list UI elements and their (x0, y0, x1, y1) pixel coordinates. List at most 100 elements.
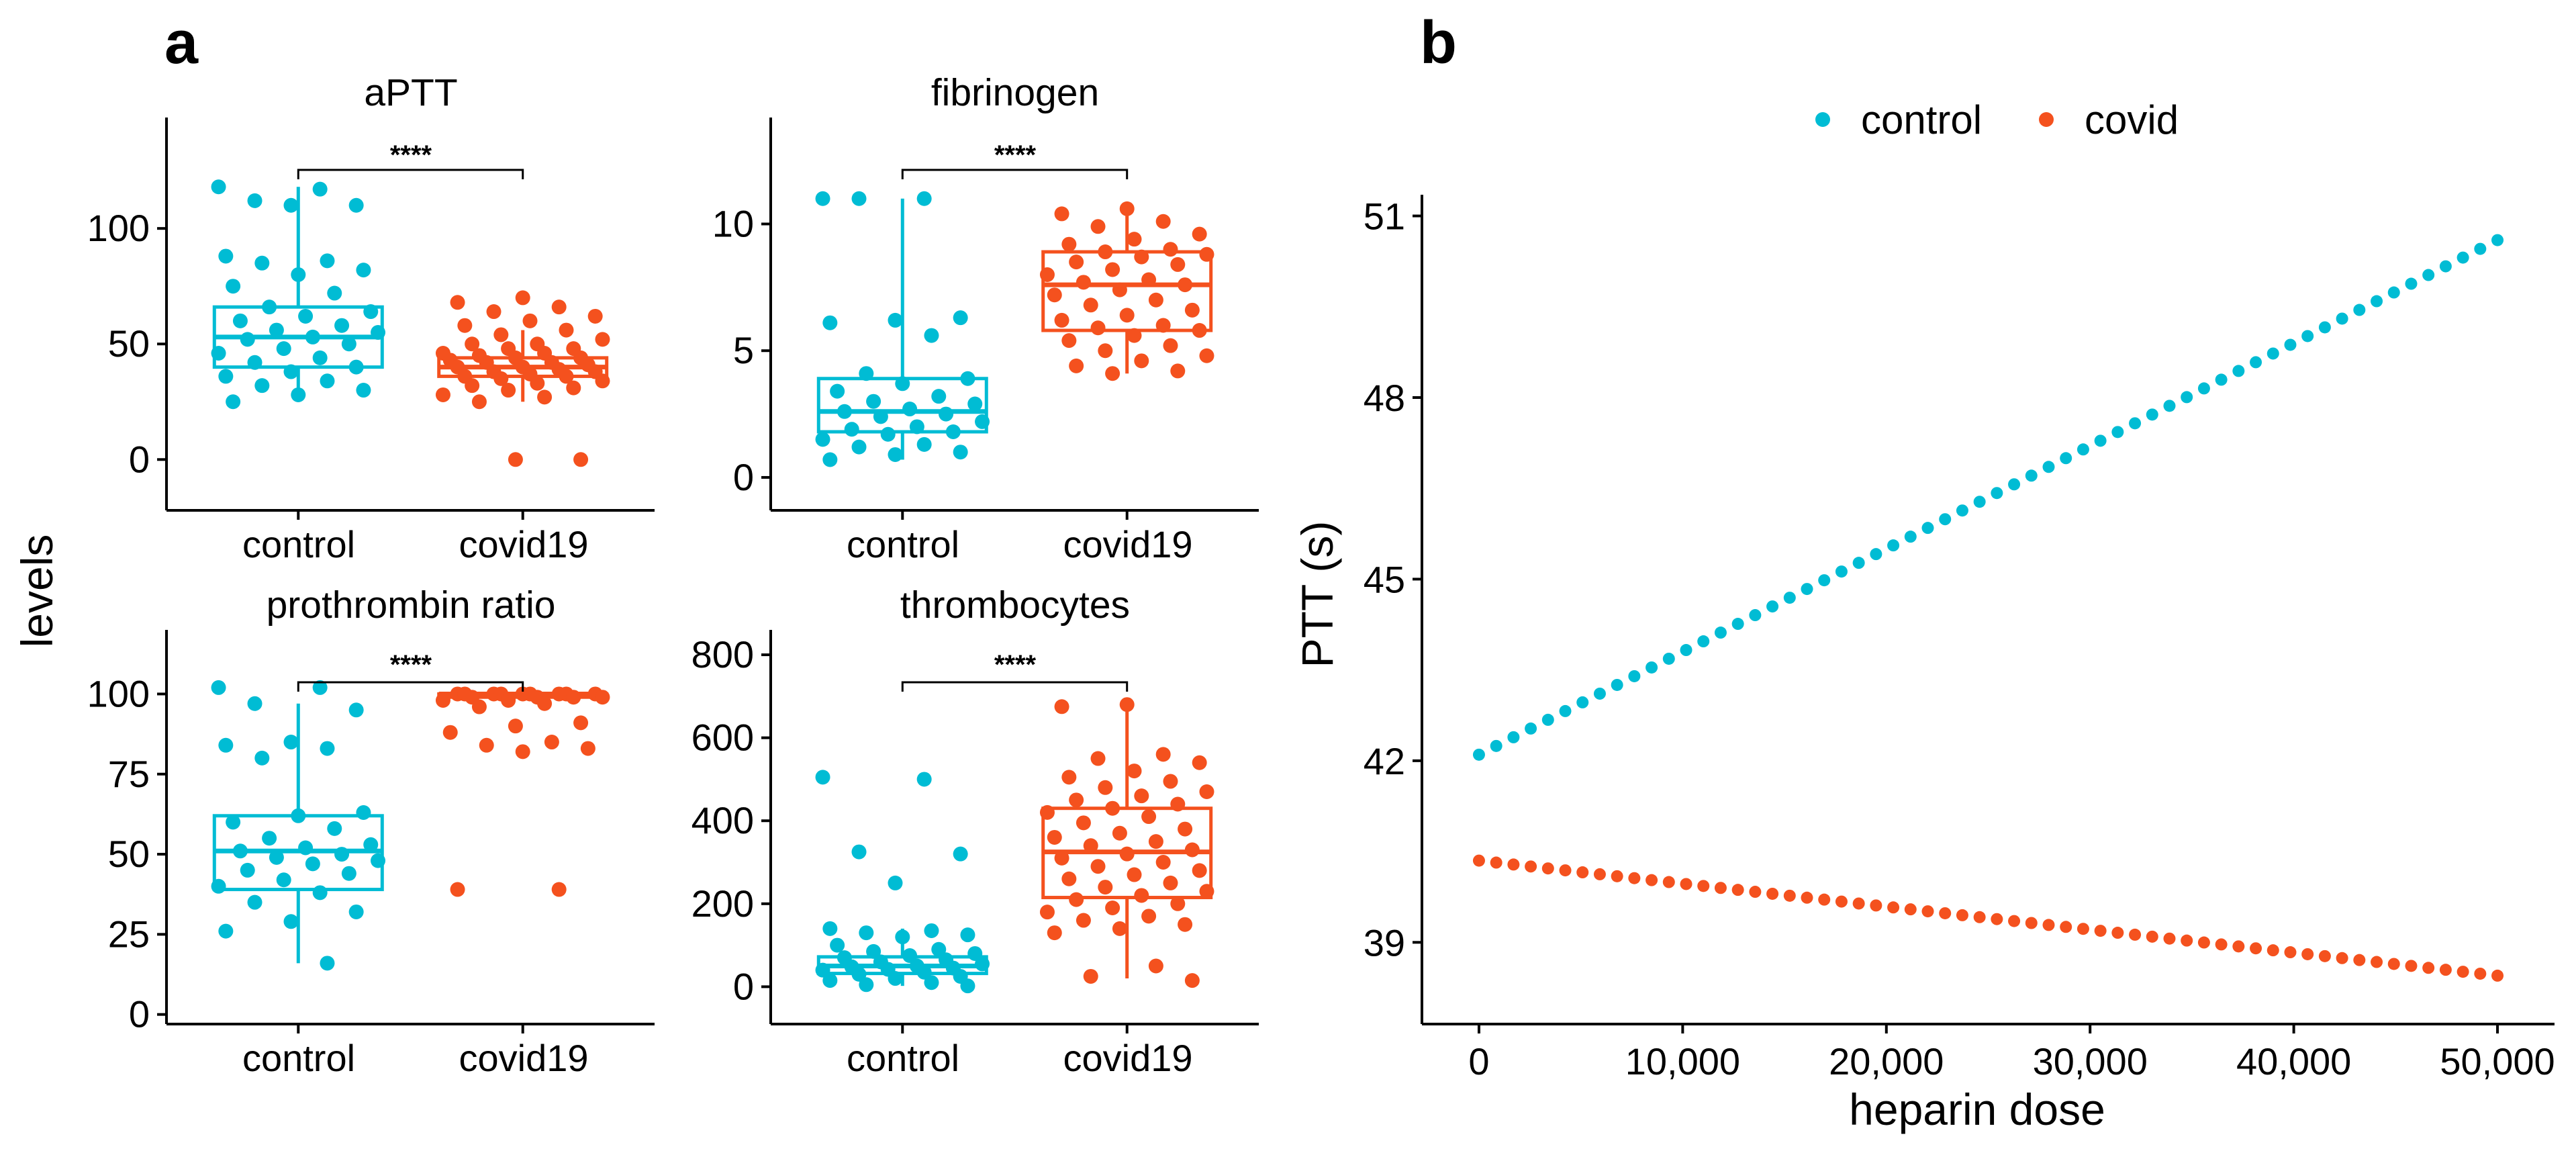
y-tick-label: 100 (87, 672, 150, 714)
data-point (924, 328, 939, 343)
data-point (211, 179, 226, 195)
data-point (348, 359, 364, 375)
significance-bracket (901, 169, 1129, 179)
series-point-covid (1576, 866, 1589, 879)
data-point (312, 885, 328, 901)
series-point-covid (2284, 946, 2297, 959)
data-point (493, 327, 509, 342)
series-point-control (2491, 234, 2504, 246)
series-point-covid (2439, 964, 2452, 976)
data-point (1098, 244, 1113, 260)
series-point-covid (1662, 876, 1675, 888)
data-point (1119, 201, 1135, 216)
data-point (363, 837, 379, 852)
series-point-covid (2353, 954, 2366, 966)
series-point-control (1525, 722, 1537, 735)
data-point (916, 191, 932, 206)
data-point (371, 853, 386, 868)
data-point (501, 692, 516, 708)
data-point (1069, 792, 1084, 808)
data-point (1039, 267, 1055, 282)
data-point (822, 921, 838, 936)
series-point-control (1939, 513, 1952, 526)
series-point-covid (1887, 901, 1900, 914)
x-tick-label: 10,000 (1625, 1040, 1740, 1082)
x-tick-label: 0 (1468, 1040, 1489, 1082)
series-point-covid (1904, 903, 1917, 916)
data-point (924, 923, 939, 938)
data-point (291, 267, 306, 282)
series-point-covid (2146, 930, 2158, 943)
y-tick-label: 10 (712, 203, 754, 245)
data-point (348, 702, 364, 718)
data-point (283, 914, 299, 929)
data-point (537, 389, 553, 405)
series-point-control (1749, 609, 1762, 622)
data-point (1083, 838, 1098, 854)
series-point-control (1490, 739, 1502, 752)
data-point (283, 197, 299, 213)
series-point-control (1766, 600, 1779, 613)
data-point (1098, 780, 1113, 795)
series-point-control (1852, 557, 1865, 569)
series-point-covid (1507, 858, 1520, 871)
data-point (1199, 348, 1214, 363)
data-point (471, 699, 487, 714)
series-point-covid (2181, 934, 2193, 947)
series-point-covid (1525, 860, 1537, 873)
series-point-covid (1714, 882, 1727, 894)
data-point (334, 847, 350, 862)
data-point (851, 966, 867, 982)
data-point (967, 396, 983, 412)
data-point (1069, 358, 1084, 373)
data-point (559, 369, 574, 384)
data-point (218, 737, 234, 753)
significance-bracket (297, 169, 524, 179)
series-point-control (2267, 347, 2279, 360)
series-point-control (2318, 321, 2331, 334)
series-point-covid (2215, 938, 2228, 951)
data-point (254, 378, 270, 394)
data-point (1119, 846, 1135, 862)
data-point (1061, 770, 1077, 785)
data-point (356, 263, 371, 278)
data-point (595, 690, 610, 705)
significance-label: **** (994, 140, 1037, 170)
data-point (580, 741, 595, 756)
x-tick-label-control: control (847, 1037, 959, 1079)
data-point (1178, 277, 1193, 293)
data-point (1141, 909, 1157, 924)
significance-bracket (901, 681, 1129, 692)
data-point (320, 253, 335, 269)
series-point-control (2387, 286, 2400, 299)
data-point (1163, 338, 1178, 353)
data-point (888, 312, 903, 328)
data-point (312, 181, 328, 197)
data-point (269, 849, 284, 865)
x-tick-label: 40,000 (2236, 1040, 2351, 1082)
series-point-control (2439, 260, 2452, 273)
x-axis-title: heparin dose (1849, 1085, 2105, 1134)
series-point-control (2146, 408, 2158, 421)
data-point (1178, 917, 1193, 932)
data-point (211, 680, 226, 695)
series-point-control (2474, 242, 2487, 255)
data-point (1170, 257, 1186, 272)
series-point-control (1870, 548, 1882, 561)
data-point (1119, 308, 1135, 323)
series-point-control (1835, 565, 1848, 578)
data-point (262, 299, 277, 315)
data-point (312, 680, 328, 695)
data-point (1112, 921, 1127, 936)
data-point (312, 350, 328, 365)
data-point (1090, 219, 1106, 234)
data-point (1039, 804, 1055, 820)
facet-title: fibrinogen (931, 71, 1099, 114)
series-point-covid (2197, 936, 2210, 949)
data-point (566, 690, 581, 705)
series-point-control (1801, 583, 1813, 596)
data-point (967, 946, 983, 961)
data-point (975, 956, 990, 972)
data-point (442, 725, 458, 740)
